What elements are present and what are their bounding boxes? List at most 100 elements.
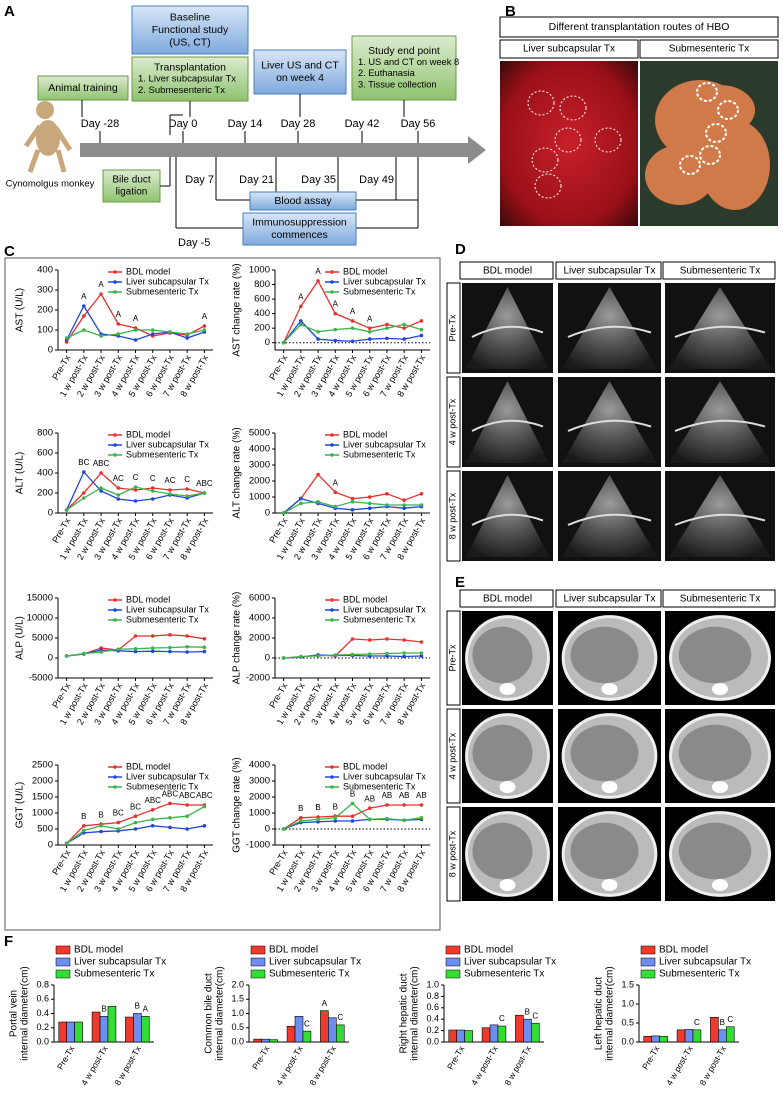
legend-label: Liver subcapsular Tx (343, 276, 426, 286)
intestine (700, 120, 770, 210)
bar (141, 1016, 150, 1043)
data-point (202, 649, 207, 654)
ultrasound-echo (674, 513, 766, 526)
data-point (99, 334, 103, 338)
row-header (446, 470, 461, 562)
ct-spine (712, 683, 728, 696)
data-point (419, 816, 424, 820)
header: Submesenteric Tx (669, 44, 749, 55)
data-point (367, 495, 372, 499)
legend-swatch (113, 270, 117, 274)
data-point (419, 803, 424, 807)
box-text: (US, CT) (169, 36, 210, 48)
data-point (419, 651, 424, 655)
data-point (133, 338, 138, 342)
y-tick-label: 0.5 (621, 1017, 634, 1027)
y-axis-label: GGT change rate (%) (232, 757, 243, 852)
data-point (281, 340, 286, 345)
data-point (133, 647, 138, 651)
significance-label: B (525, 1007, 530, 1016)
legend-label: Submesenteric Tx (343, 286, 416, 296)
bar (497, 1025, 507, 1043)
legend-swatch (250, 945, 266, 955)
y-tick-label: 0 (48, 345, 53, 356)
ct-spine (712, 781, 728, 794)
ct-organ (678, 724, 752, 782)
bar (481, 1027, 491, 1043)
data-point (202, 328, 207, 332)
ct-spine (712, 879, 728, 892)
significance-label: A (202, 312, 208, 321)
significance-label: A (333, 300, 339, 309)
panel-label: E (455, 574, 465, 591)
data-point (402, 803, 406, 807)
legend-label: BDL model (269, 945, 318, 956)
data-point (367, 638, 372, 642)
y-tick-label: 0 (265, 653, 270, 664)
data-point (82, 304, 86, 308)
data-point (82, 314, 86, 318)
day-label: Day 56 (401, 118, 436, 130)
row-header (446, 708, 461, 804)
data-point (150, 489, 155, 493)
x-tick-label: Pre-Tx (640, 1043, 662, 1071)
highlight-circle (696, 82, 718, 102)
bar (91, 1011, 101, 1043)
significance-label: B (81, 812, 86, 821)
y-tick-label: 1.0 (426, 979, 439, 989)
legend-label: BDL model (74, 945, 123, 956)
data-point (202, 491, 207, 495)
y-tick-label: -1000 (246, 840, 270, 851)
y-tick-label: 1.0 (231, 1008, 244, 1018)
significance-label: C (499, 1014, 505, 1023)
column-header (662, 589, 776, 608)
data-point (350, 637, 355, 641)
data-point (133, 485, 138, 489)
legend-label: Liver subcapsular Tx (269, 957, 361, 968)
data-point (367, 326, 372, 330)
x-tick-label: 4 w post-Tx (664, 1043, 695, 1087)
data-point (150, 649, 155, 653)
data-point (116, 497, 121, 501)
box-text: 1. Liver subcapsular Tx (138, 74, 236, 85)
significance-label: C (150, 474, 156, 483)
bar (448, 1029, 457, 1043)
column-header (662, 261, 776, 280)
y-tick-label: 5000 (249, 428, 270, 439)
significance-label: A (81, 292, 87, 301)
data-point (168, 645, 172, 650)
day-label: Day 14 (228, 118, 263, 130)
data-point (316, 500, 320, 504)
data-point (82, 491, 86, 495)
significance-label: B (298, 804, 303, 813)
y-tick-label: 5000 (32, 633, 53, 644)
ct-organ (472, 822, 533, 880)
column-header (555, 261, 662, 280)
data-point (402, 638, 406, 642)
y-tick-label: 6000 (249, 593, 270, 604)
ct-spine (499, 879, 516, 892)
legend-swatch (330, 785, 334, 789)
box-text: Blood assay (274, 195, 332, 207)
bar (710, 1016, 719, 1043)
y-tick-label: 0.6 (426, 1002, 439, 1012)
data-point (402, 326, 406, 330)
legend-swatch (330, 598, 334, 602)
data-point (116, 827, 121, 831)
data-point (64, 336, 69, 340)
box-text: Animal training (48, 82, 118, 94)
y-tick-label: 0.0 (621, 1036, 634, 1046)
column-header-text: Liver subcapsular Tx (563, 594, 655, 605)
significance-label: ABC (144, 796, 161, 805)
data-point (419, 503, 424, 507)
legend-swatch (113, 618, 117, 622)
data-point (168, 649, 172, 654)
significance-label: B (315, 803, 320, 812)
y-axis-label: AST change rate (%) (232, 263, 243, 356)
data-point (150, 824, 155, 828)
data-point (385, 803, 389, 807)
highlight-circle (554, 127, 582, 153)
data-point (367, 330, 372, 334)
bar (66, 1021, 75, 1043)
y-tick-label: 200 (254, 323, 270, 334)
